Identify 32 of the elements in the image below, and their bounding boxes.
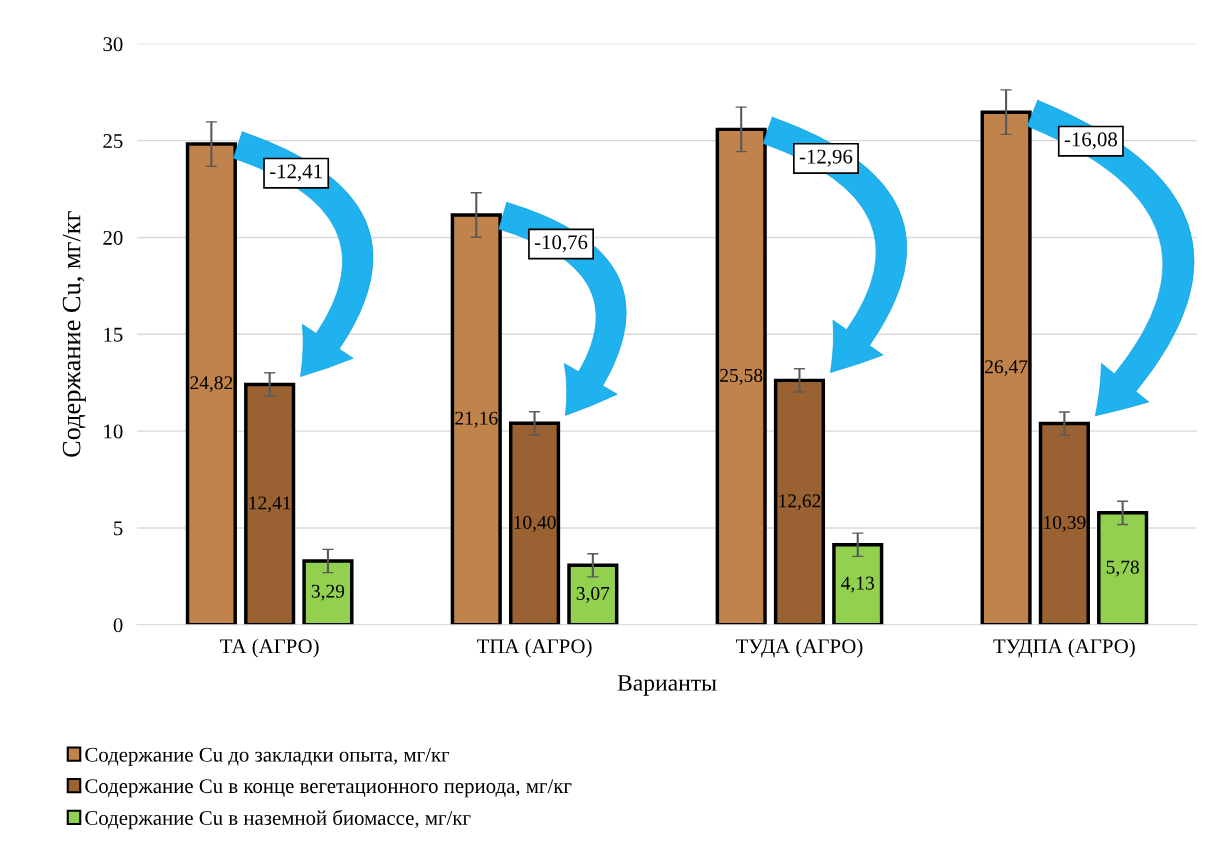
- annotation: -12,41: [270, 164, 322, 182]
- y-tick-label: 10: [104, 424, 123, 439]
- data-label: 24,82: [190, 376, 233, 393]
- legend-label: Содержание Cu до закладки опыта, мг/кг: [85, 747, 450, 766]
- y-tick-label: 0: [113, 618, 123, 633]
- y-tick-label: 30: [103, 37, 123, 52]
- x-tick-label: ТУДПА (АГРО): [993, 638, 1135, 658]
- data-label: 10,39: [1044, 515, 1086, 532]
- y-axis-title: Содержание Cu, мг/кг: [62, 211, 86, 457]
- data-label: 12,41: [249, 496, 291, 513]
- data-label: 12,62: [779, 494, 821, 511]
- legend-label: Содержание Cu в наземной биомассе, мг/кг: [85, 809, 471, 830]
- annotation: -16,08: [1064, 132, 1117, 150]
- legend-label: Содержание Cu в конце вегетационного периода, мг/кг: [85, 779, 572, 798]
- y-tick-label: 15: [104, 327, 123, 342]
- data-label: 10,40: [514, 515, 556, 532]
- x-tick-label: ТА (АГРО): [220, 638, 319, 658]
- y-tick-label: 5: [114, 521, 123, 536]
- data-label: 21,16: [455, 411, 498, 428]
- x-tick-label: ТУДА (АГРО): [736, 638, 863, 658]
- data-label: 26,47: [985, 360, 1028, 377]
- annotation: -12,96: [799, 149, 853, 167]
- data-label: 4,13: [841, 576, 874, 593]
- y-tick-label: 20: [103, 230, 123, 245]
- data-label: 5,78: [1106, 560, 1139, 577]
- x-axis-title: Варианты: [617, 675, 717, 696]
- y-tick-label: 25: [103, 134, 123, 149]
- data-label: 3,29: [311, 584, 345, 601]
- x-tick-label: ТПА (АГРО): [477, 638, 592, 658]
- data-label: 25,58: [720, 368, 763, 385]
- data-label: 3,07: [576, 586, 610, 603]
- annotation: -10,76: [534, 235, 588, 253]
